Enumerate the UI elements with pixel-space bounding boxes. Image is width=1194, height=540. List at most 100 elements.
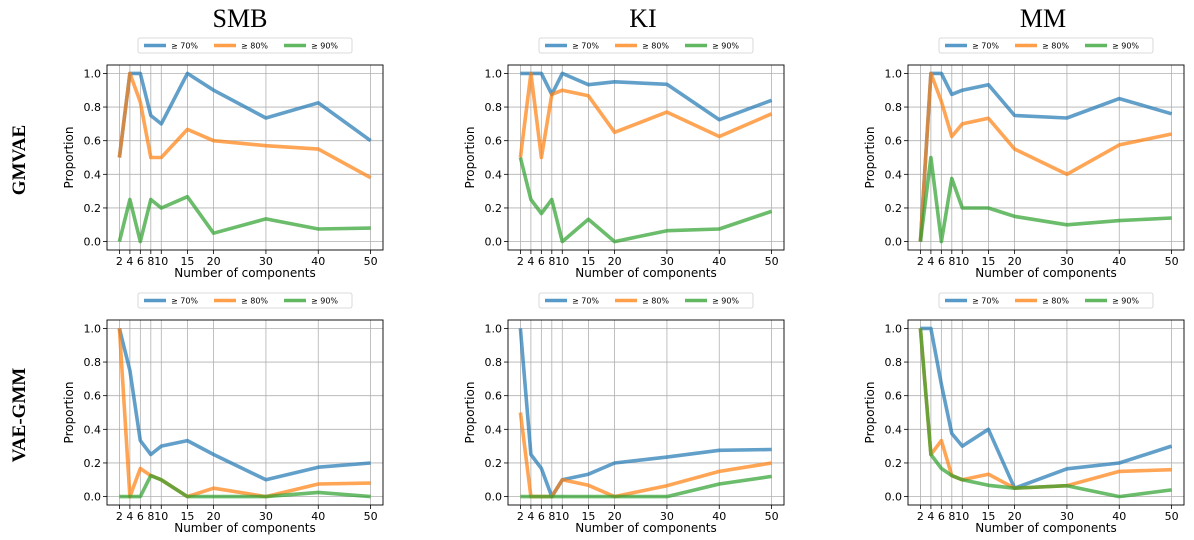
x-axis-label: Number of components <box>575 266 717 280</box>
x-tick-label: 10 <box>955 510 969 523</box>
legend: ≥ 70% ≥ 80% ≥ 90% <box>137 37 353 54</box>
y-tick-label: 0.0 <box>485 491 503 504</box>
panel-gmvae-mm: 0.0 0.2 0.4 0.6 0.8 1.0 2 4 6 8 10 15 20 30 40 50 Number… <box>863 37 1185 280</box>
panel-gmvae-ki: 0.0 0.2 0.4 0.6 0.8 1.0 2 4 6 8 10 15 20 30 40 50 Number… <box>463 37 785 280</box>
axes-frame <box>507 64 785 251</box>
x-tick-label: 2 <box>917 255 924 268</box>
x-tick-label: 15 <box>981 510 995 523</box>
x-tick-label: 2 <box>116 510 123 523</box>
series-line-70 <box>520 71 773 122</box>
series-line-90 <box>520 474 772 499</box>
x-axis-label: Number of components <box>975 521 1117 535</box>
x-tick-label: 30 <box>660 255 674 268</box>
y-tick-label: 0.4 <box>84 423 102 436</box>
row-title-gmvae: GMVAE <box>9 125 30 195</box>
x-tick-label: 15 <box>981 255 995 268</box>
y-tick-label: 0.6 <box>485 135 503 148</box>
y-tick-label: 0.0 <box>885 236 903 249</box>
y-tick-label: 0.8 <box>485 101 503 114</box>
legend-entry-70: ≥ 70% <box>572 42 599 51</box>
legend-entry-80: ≥ 80% <box>642 42 669 51</box>
y-tick-label: 1.0 <box>885 67 903 80</box>
y-tick-label: 0.6 <box>885 390 903 403</box>
x-axis-label: Number of components <box>174 521 316 535</box>
x-tick-label: 30 <box>660 510 674 523</box>
x-tick-label: 20 <box>207 510 221 523</box>
x-tick-label: 15 <box>581 255 595 268</box>
y-tick-label: 0.8 <box>885 101 903 114</box>
legend-entry-80: ≥ 80% <box>1042 42 1069 51</box>
y-tick-label: 0.8 <box>84 356 102 369</box>
y-tick-label: 0.2 <box>485 202 503 215</box>
legend-box <box>938 292 1154 309</box>
y-tick-label: 0.2 <box>885 457 903 470</box>
legend-entry-90: ≥ 90% <box>311 42 338 51</box>
x-tick-label: 20 <box>1008 510 1022 523</box>
y-tick-label: 1.0 <box>84 67 102 80</box>
column-title-mm: MM <box>1020 4 1066 33</box>
series-line-90 <box>918 155 1172 244</box>
y-tick-label: 0.4 <box>885 168 903 181</box>
x-tick-label: 20 <box>608 510 622 523</box>
legend: ≥ 70% ≥ 80% ≥ 90% <box>538 37 754 54</box>
row-title-vae-gmm: VAE-GMM <box>9 368 30 463</box>
x-tick-label: 50 <box>1165 255 1179 268</box>
y-tick-label: 1.0 <box>84 322 102 335</box>
legend-entry-90: ≥ 90% <box>712 42 739 51</box>
x-tick-label: 6 <box>137 510 144 523</box>
legend: ≥ 70% ≥ 80% ≥ 90% <box>538 292 754 309</box>
y-tick-label: 0.8 <box>885 356 903 369</box>
y-tick-label: 0.0 <box>885 491 903 504</box>
x-tick-label: 8 <box>548 255 555 268</box>
y-tick-label: 0.2 <box>485 457 503 470</box>
legend-entry-80: ≥ 80% <box>642 297 669 306</box>
y-tick-label: 0.0 <box>84 236 102 249</box>
x-tick-label: 40 <box>712 510 726 523</box>
y-tick-label: 0.4 <box>485 423 503 436</box>
series-line-90 <box>117 194 371 244</box>
x-tick-label: 20 <box>1008 255 1022 268</box>
x-tick-label: 8 <box>948 255 955 268</box>
x-tick-label: 6 <box>938 255 945 268</box>
x-tick-label: 6 <box>538 510 545 523</box>
column-title-smb: SMB <box>213 4 268 33</box>
y-tick-label: 0.4 <box>885 423 903 436</box>
x-tick-label: 15 <box>581 510 595 523</box>
x-tick-label: 6 <box>938 510 945 523</box>
series-line-80 <box>918 328 1172 491</box>
x-tick-label: 40 <box>311 255 325 268</box>
legend-box <box>538 292 754 309</box>
x-tick-label: 50 <box>765 510 779 523</box>
legend-entry-80: ≥ 80% <box>241 42 268 51</box>
series-line-70 <box>117 327 371 482</box>
y-tick-label: 0.6 <box>84 390 102 403</box>
x-tick-label: 40 <box>311 510 325 523</box>
x-tick-label: 20 <box>608 255 622 268</box>
axes-frame <box>106 319 384 506</box>
x-tick-label: 10 <box>555 510 569 523</box>
x-tick-label: 4 <box>927 510 934 523</box>
x-tick-label: 10 <box>154 255 168 268</box>
x-tick-label: 30 <box>259 255 273 268</box>
column-title-ki: KI <box>629 4 656 33</box>
y-tick-label: 0.8 <box>485 356 503 369</box>
panel-vae-gmm-ki: 0.0 0.2 0.4 0.6 0.8 1.0 2 4 6 8 10 15 20 30 40 50 Number… <box>463 292 785 535</box>
legend-entry-80: ≥ 80% <box>241 297 268 306</box>
axes-frame <box>907 64 1185 251</box>
x-tick-label: 15 <box>180 255 194 268</box>
y-axis-label: Proportion <box>62 382 76 444</box>
x-tick-label: 40 <box>712 255 726 268</box>
x-tick-label: 8 <box>948 510 955 523</box>
panel-vae-gmm-mm: 0.0 0.2 0.4 0.6 0.8 1.0 2 4 6 8 10 15 20 30 40 50 Number… <box>863 292 1185 535</box>
y-axis-label: Proportion <box>863 382 877 444</box>
y-tick-label: 0.4 <box>84 168 102 181</box>
x-tick-label: 10 <box>955 255 969 268</box>
y-axis-label: Proportion <box>863 127 877 189</box>
y-tick-label: 0.0 <box>84 491 102 504</box>
x-tick-label: 40 <box>1112 255 1126 268</box>
x-tick-label: 8 <box>147 510 154 523</box>
y-tick-label: 0.2 <box>84 457 102 470</box>
subplot-grid: 0.00.20.40.60.81.02 4 6 8 10 15 20 30 40 50Number… <box>62 37 1185 535</box>
series-line-90 <box>518 157 773 244</box>
x-tick-label: 30 <box>1060 255 1074 268</box>
